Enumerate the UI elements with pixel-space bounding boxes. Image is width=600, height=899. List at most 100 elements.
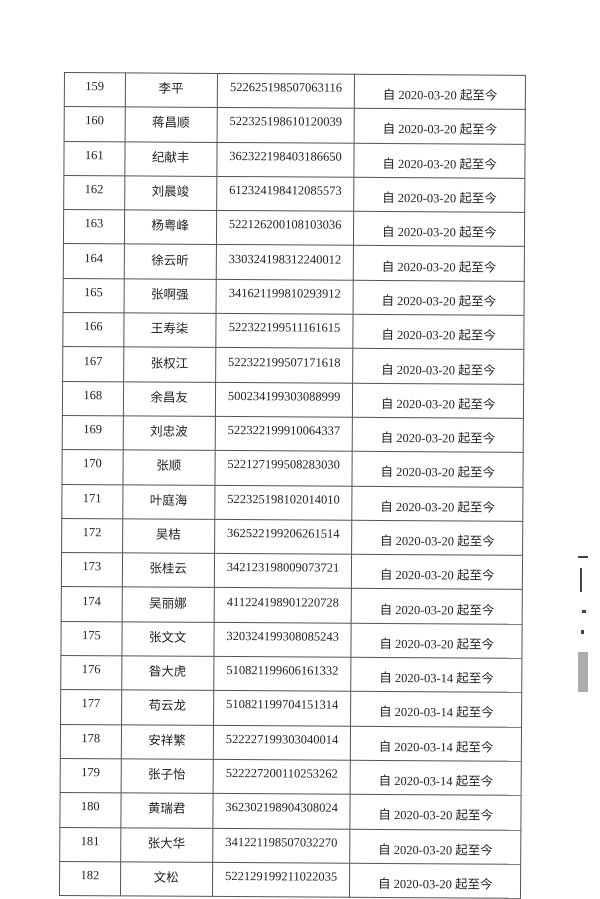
- row-number: 161: [63, 141, 125, 176]
- row-number: 182: [59, 861, 121, 896]
- employment-period: 自 2020-03-14 起至今: [350, 691, 522, 727]
- table-row: 163 杨粤峰 522126200108103036 自 2020-03-20 起至今: [63, 209, 525, 247]
- employment-period: 自 2020-03-20 起至今: [352, 417, 524, 453]
- person-name: 王寿柒: [123, 312, 216, 348]
- employment-period: 自 2020-03-20 起至今: [353, 280, 525, 316]
- person-name: 刘晨竣: [124, 175, 217, 211]
- scan-artifact: [582, 610, 586, 613]
- row-number: 176: [60, 655, 122, 691]
- table-row: 178 安祥繁 522227199303040014 自 2020-03-14 起至今: [60, 724, 522, 762]
- row-number: 173: [61, 552, 123, 588]
- id-number: 522129199211022035: [212, 862, 351, 898]
- row-number: 171: [61, 484, 123, 519]
- row-number: 162: [63, 175, 125, 211]
- id-number: 522322199910064337: [214, 416, 353, 452]
- id-number: 612324198412085573: [216, 176, 355, 212]
- id-number: 362302198904308024: [212, 793, 351, 829]
- row-number: 175: [60, 621, 122, 656]
- id-number: 522625198507063116: [217, 73, 355, 109]
- id-number: 510821199704151314: [213, 690, 352, 726]
- table-row: 172 吴桔 362522199206261514 自 2020-03-20 起至今: [61, 518, 523, 556]
- id-number: 522325198610120039: [216, 107, 355, 143]
- employment-period: 自 2020-03-20 起至今: [352, 382, 524, 419]
- person-name: 苟云龙: [121, 690, 214, 726]
- table-row: 173 张桂云 342123198009073721 自 2020-03-20 起至今: [61, 552, 523, 590]
- row-number: 163: [63, 209, 125, 245]
- id-number: 341221198507032270: [212, 827, 351, 864]
- person-name: 文松: [120, 861, 213, 897]
- id-number: 500234199303088999: [215, 382, 354, 418]
- employment-period: 自 2020-03-20 起至今: [350, 828, 521, 865]
- id-number: 522227200110253262: [212, 759, 351, 795]
- person-name: 纪献丰: [124, 141, 217, 177]
- row-number: 164: [63, 243, 125, 279]
- table-row: 166 王寿柒 522322199511161615 自 2020-03-20 起至今: [62, 312, 525, 350]
- scan-artifact: [578, 652, 588, 692]
- row-number: 168: [62, 381, 124, 416]
- person-name: 昝大虎: [121, 655, 214, 691]
- person-name: 蒋昌顺: [124, 107, 218, 143]
- employment-period: 自 2020-03-14 起至今: [350, 725, 522, 762]
- employment-period: 自 2020-03-20 起至今: [354, 142, 526, 179]
- person-name: 杨粤峰: [124, 210, 217, 245]
- person-name: 张顺: [122, 450, 215, 485]
- table-row: 159 李平 522625198507063116 自 2020-03-20 起至今: [64, 72, 526, 110]
- employment-period: 自 2020-03-20 起至今: [352, 520, 523, 556]
- table-row: 182 文松 522129199211022035 自 2020-03-20 起至今: [59, 861, 521, 899]
- person-name: 张啊强: [123, 278, 216, 314]
- table-row: 165 张啊强 341621199810293912 自 2020-03-20 起至今: [63, 278, 525, 316]
- row-number: 181: [59, 827, 121, 862]
- table-body: 159 李平 522625198507063116 自 2020-03-20 起至今 1…: [59, 72, 526, 899]
- person-name: 徐云昕: [123, 244, 217, 280]
- id-number: 342123198009073721: [214, 553, 353, 589]
- id-number: 320324199308085243: [213, 622, 352, 658]
- table-row: 161 纪献丰 362322198403186650 自 2020-03-20 起至今: [63, 141, 526, 179]
- employment-period: 自 2020-03-20 起至今: [352, 485, 523, 522]
- id-number: 362522199206261514: [214, 519, 353, 555]
- scan-artifact: [580, 568, 582, 592]
- personnel-table: 159 李平 522625198507063116 自 2020-03-20 起至今 1…: [59, 72, 526, 899]
- person-name: 张桂云: [121, 553, 215, 588]
- row-number: 179: [60, 758, 121, 794]
- employment-period: 自 2020-03-20 起至今: [353, 314, 525, 350]
- table-row: 170 张顺 522127199508283030 自 2020-03-20 起至今: [61, 449, 524, 487]
- person-name: 吴桔: [122, 518, 215, 554]
- row-number: 160: [64, 106, 125, 142]
- employment-period: 自 2020-03-20 起至今: [354, 177, 525, 213]
- row-number: 177: [60, 689, 122, 725]
- scan-artifact: [578, 556, 588, 558]
- employment-period: 自 2020-03-20 起至今: [351, 554, 523, 590]
- id-number: 522322199511161615: [215, 313, 354, 349]
- table-row: 162 刘晨竣 612324198412085573 自 2020-03-20 起至今: [63, 175, 525, 213]
- row-number: 174: [61, 586, 122, 622]
- id-number: 330324198312240012: [215, 244, 354, 281]
- table-row: 177 苟云龙 510821199704151314 自 2020-03-14 起至今: [60, 689, 522, 727]
- row-number: 159: [64, 72, 126, 108]
- employment-period: 自 2020-03-20 起至今: [354, 108, 526, 144]
- table-row: 175 张文文 320324199308085243 自 2020-03-20 起至今: [60, 621, 523, 659]
- row-number: 165: [63, 278, 124, 313]
- employment-period: 自 2020-03-20 起至今: [351, 623, 523, 659]
- row-number: 180: [59, 792, 121, 828]
- row-number: 166: [62, 312, 124, 348]
- table-row: 168 余昌友 500234199303088999 自 2020-03-20 起至今: [62, 381, 524, 419]
- id-number: 341621199810293912: [215, 279, 354, 315]
- table-row: 171 叶庭海 522325198102014010 自 2020-03-20 起至今: [61, 484, 523, 522]
- person-name: 余昌友: [122, 381, 216, 417]
- scan-artifact: [581, 630, 584, 634]
- employment-period: 自 2020-03-20 起至今: [350, 794, 522, 830]
- employment-period: 自 2020-03-20 起至今: [353, 245, 525, 282]
- employment-period: 自 2020-03-20 起至今: [353, 211, 525, 247]
- person-name: 吴丽娜: [121, 587, 215, 623]
- person-name: 张子怡: [120, 758, 214, 794]
- person-name: 叶庭海: [122, 484, 215, 520]
- employment-period: 自 2020-03-20 起至今: [352, 451, 524, 487]
- table-row: 160 蒋昌顺 522325198610120039 自 2020-03-20 起至今: [64, 106, 526, 144]
- employment-period: 自 2020-03-20 起至今: [354, 74, 526, 110]
- person-name: 张大华: [120, 827, 213, 863]
- row-number: 172: [61, 518, 123, 554]
- table-row: 176 昝大虎 510821199606161332 自 2020-03-14 起至今: [60, 655, 522, 693]
- id-number: 411224198901220728: [213, 587, 352, 624]
- table-row: 174 吴丽娜 411224198901220728 自 2020-03-20 起至今: [61, 586, 523, 625]
- table-row: 167 张权江 522322199507171618 自 2020-03-20 起至今: [62, 346, 524, 384]
